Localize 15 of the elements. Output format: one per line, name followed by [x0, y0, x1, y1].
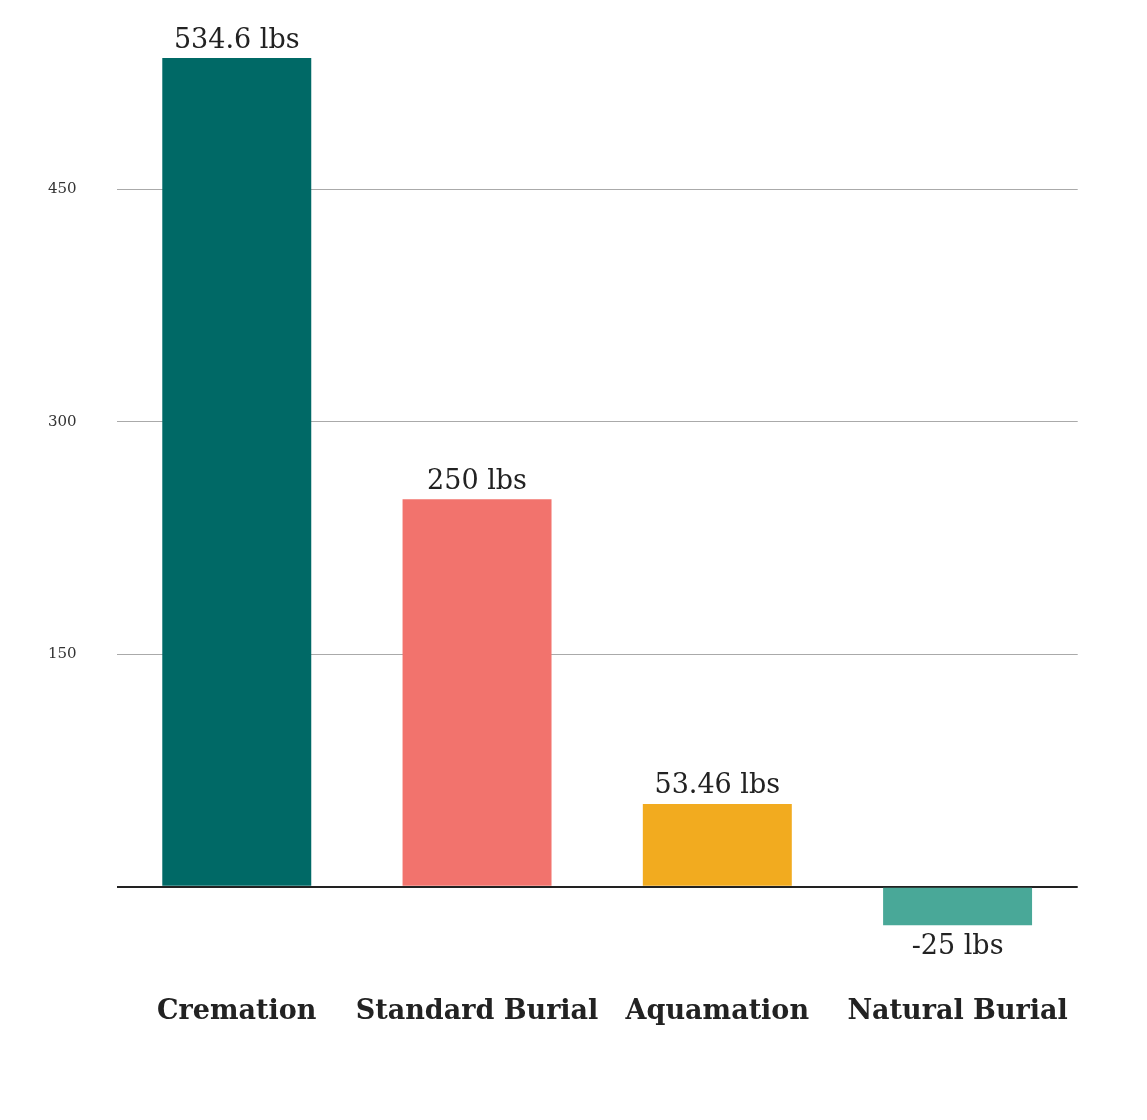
- bar: [883, 887, 1033, 926]
- y-tick-label: 150: [47, 644, 77, 663]
- bar: [402, 499, 552, 886]
- x-tick-label: Natural Burial: [847, 993, 1068, 1025]
- bar: [162, 58, 312, 886]
- bar: [642, 803, 792, 886]
- x-tick-label: Standard Burial: [355, 993, 599, 1025]
- data-label: 534.6 lbs: [173, 22, 300, 54]
- data-label: 250 lbs: [427, 463, 527, 495]
- y-tick-label: 450: [47, 179, 77, 198]
- y-tick-label: 300: [47, 411, 77, 430]
- x-tick-label: Aquamation: [624, 993, 810, 1025]
- data-label: -25 lbs: [911, 929, 1004, 961]
- data-label: 53.46 lbs: [654, 768, 781, 800]
- x-tick-label: Cremation: [157, 993, 317, 1025]
